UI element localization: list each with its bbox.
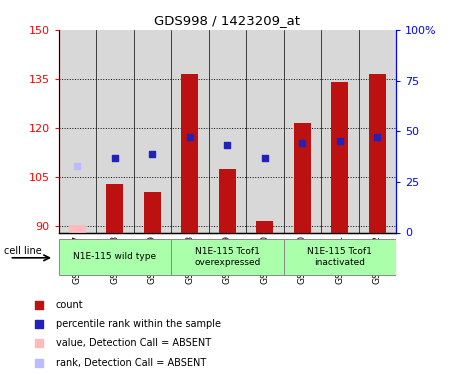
Point <box>36 360 43 366</box>
Point <box>224 142 231 148</box>
Bar <box>134 30 171 232</box>
Title: GDS998 / 1423209_at: GDS998 / 1423209_at <box>154 15 300 27</box>
Text: N1E-115 wild type: N1E-115 wild type <box>73 252 156 261</box>
Bar <box>171 239 284 275</box>
Text: percentile rank within the sample: percentile rank within the sample <box>56 319 220 329</box>
Point <box>148 150 156 156</box>
Point <box>374 134 381 140</box>
Bar <box>208 30 246 232</box>
Bar <box>58 239 171 275</box>
Bar <box>69 225 86 232</box>
Point <box>299 140 306 146</box>
Text: N1E-115 Tcof1
overexpressed: N1E-115 Tcof1 overexpressed <box>194 247 261 267</box>
Bar <box>284 30 321 232</box>
Text: count: count <box>56 300 83 310</box>
Text: cell line: cell line <box>4 246 42 256</box>
Bar <box>58 30 96 232</box>
Bar <box>369 74 386 232</box>
Bar <box>181 74 198 232</box>
Point <box>186 134 194 140</box>
Point <box>111 154 118 160</box>
Bar <box>171 30 208 232</box>
Point <box>36 302 43 308</box>
Bar <box>96 30 134 232</box>
Text: N1E-115 Tcof1
inactivated: N1E-115 Tcof1 inactivated <box>307 247 372 267</box>
Bar <box>359 30 396 232</box>
Text: rank, Detection Call = ABSENT: rank, Detection Call = ABSENT <box>56 358 206 368</box>
Bar <box>256 221 273 232</box>
Point <box>261 154 268 160</box>
Point <box>36 340 43 346</box>
Bar <box>331 82 348 232</box>
Bar <box>144 192 161 232</box>
Text: value, Detection Call = ABSENT: value, Detection Call = ABSENT <box>56 338 211 348</box>
Bar <box>246 30 284 232</box>
Bar <box>106 183 123 232</box>
Point <box>336 138 343 144</box>
Point <box>36 321 43 327</box>
Bar <box>284 239 396 275</box>
Bar <box>294 123 310 232</box>
Point <box>74 163 81 169</box>
Bar <box>321 30 359 232</box>
Bar <box>219 169 236 232</box>
